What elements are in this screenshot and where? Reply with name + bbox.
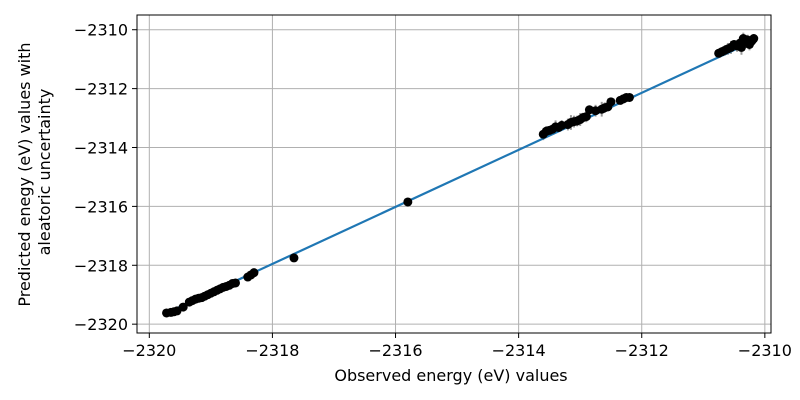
plot-frame xyxy=(136,14,772,334)
x-tick-label: −2314 xyxy=(492,341,546,360)
data-point xyxy=(230,278,240,288)
x-tick-label: −2318 xyxy=(245,341,299,360)
fit-line-layer xyxy=(167,40,753,314)
y-tick-label: −2314 xyxy=(74,139,128,158)
data-point xyxy=(403,197,413,207)
x-tick-label: −2312 xyxy=(615,341,669,360)
y-axis-label-line-2: aleatoric uncertainty xyxy=(35,89,54,256)
y-axis-ticks: −2320 −2318 −2316 −2314 −2312 −2310 xyxy=(74,21,137,334)
data-point xyxy=(178,302,188,312)
grid xyxy=(137,15,771,333)
x-axis-label: Observed energy (eV) values xyxy=(334,366,567,385)
data-point xyxy=(289,253,299,263)
x-tick-label: −2310 xyxy=(738,341,792,360)
x-tick-label: −2320 xyxy=(122,341,176,360)
data-points xyxy=(162,34,759,318)
x-axis-ticks: −2320 −2318 −2316 −2314 −2312 −2310 xyxy=(122,333,792,360)
data-point xyxy=(606,97,616,107)
x-tick-label: −2316 xyxy=(368,341,422,360)
data-point xyxy=(249,268,259,278)
y-tick-label: −2310 xyxy=(74,21,128,40)
y-axis-label-line-1: Predicted enegy (eV) values with xyxy=(15,42,34,306)
y-tick-label: −2316 xyxy=(74,197,128,216)
data-point xyxy=(749,34,759,44)
y-tick-label: −2312 xyxy=(74,80,128,99)
y-tick-label: −2318 xyxy=(74,256,128,275)
y-axis-label: Predicted enegy (eV) values with aleator… xyxy=(15,37,54,306)
data-point xyxy=(736,42,746,52)
y-tick-label: −2320 xyxy=(74,315,128,334)
fit-line xyxy=(167,40,753,314)
data-point xyxy=(581,112,591,122)
data-point xyxy=(624,92,634,102)
